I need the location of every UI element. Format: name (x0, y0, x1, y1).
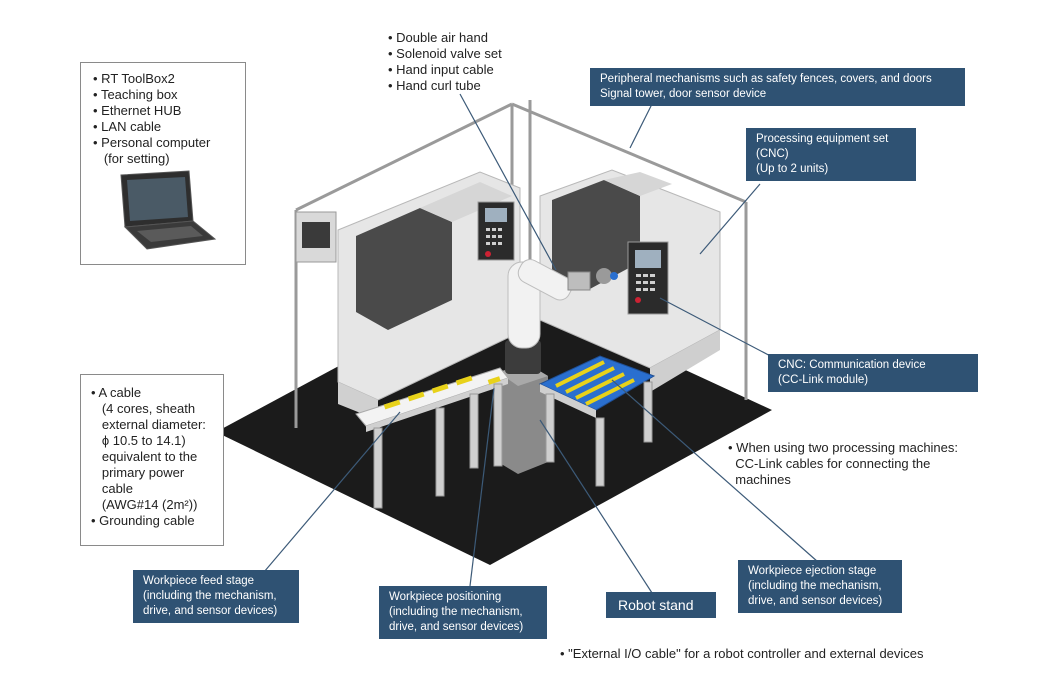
cable-item: equivalent to the (98, 449, 198, 464)
external-io-note: • "External I/O cable" for a robot contr… (560, 646, 924, 661)
ejection-stage-table (538, 355, 656, 487)
cable-item: ϕ 10.5 to 14.1) (98, 433, 186, 448)
cnc-machine-left (337, 171, 521, 420)
label-positioning: Workpiece positioning (including the mec… (379, 586, 547, 639)
hand-notes: • Double air hand • Solenoid valve set •… (388, 30, 502, 94)
label-processing: Processing equipment set (CNC) (Up to 2 … (746, 128, 916, 181)
equipment-box: • RT ToolBox2 • Teaching box • Ethernet … (80, 62, 246, 265)
label-feed-stage: Workpiece feed stage (including the mech… (133, 570, 299, 623)
leader-lines (263, 93, 819, 597)
hand-note: • Double air hand (388, 30, 488, 45)
cable-item: (AWG#14 (2m²)) (98, 497, 198, 512)
cable-item: • A cable (91, 385, 142, 400)
laptop-icon (120, 170, 217, 250)
hand-note: • Hand curl tube (388, 78, 481, 93)
equipment-item: • RT ToolBox2 (93, 71, 175, 86)
cable-item: external diameter: (98, 417, 206, 432)
label-robot-stand: Robot stand (606, 592, 716, 618)
equipment-item: (for setting) (100, 151, 170, 166)
hand-note: • Hand input cable (388, 62, 494, 77)
cable-box: • A cable (4 cores, sheath external diam… (80, 374, 224, 546)
equipment-item: • Personal computer (93, 135, 211, 150)
two-machines-note: • When using two processing machines: CC… (728, 440, 959, 487)
label-cnc-comm: CNC: Communication device (CC-Link modul… (768, 354, 978, 392)
label-ejection-stage: Workpiece ejection stage (including the … (738, 560, 902, 613)
cnc-machine-right (539, 169, 721, 392)
equipment-item: • Teaching box (93, 87, 178, 102)
cable-item: primary power (98, 465, 185, 480)
workpiece-row-feed (383, 375, 501, 410)
hand-note: • Solenoid valve set (388, 46, 502, 61)
robot-arm (505, 259, 618, 374)
equipment-item: • Ethernet HUB (93, 103, 182, 118)
label-peripheral: Peripheral mechanisms such as safety fen… (590, 68, 965, 106)
cable-item: • Grounding cable (91, 513, 195, 528)
cable-item: cable (98, 481, 133, 496)
equipment-item: • LAN cable (93, 119, 162, 134)
cable-item: (4 cores, sheath (98, 401, 196, 416)
feed-stage-table (355, 367, 509, 509)
